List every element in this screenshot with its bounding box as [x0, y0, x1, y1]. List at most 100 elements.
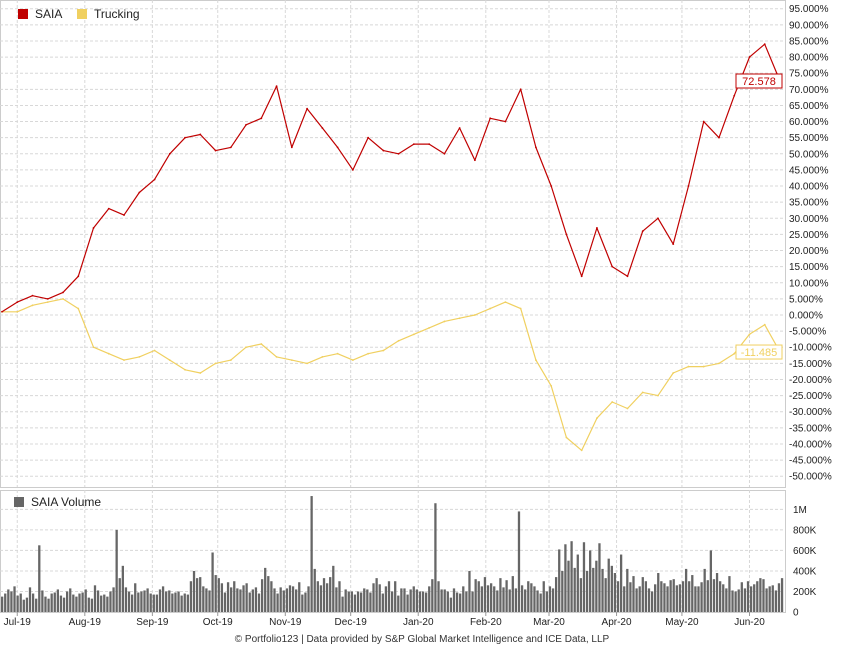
- volume-bar: [688, 581, 691, 612]
- x-axis-ticks: Jul-19 Aug-19 Sep-19 Oct-19 Nov-19 Dec-19 Jan-…: [4, 612, 765, 628]
- volume-bar: [623, 586, 626, 612]
- y-tick-label: 30.000%: [789, 214, 829, 225]
- volume-bar: [780, 578, 784, 612]
- x-tick-label: Feb-20: [470, 617, 502, 628]
- data-point-trucking: [550, 385, 553, 387]
- volume-bar: [106, 596, 109, 612]
- data-point-saia: [351, 169, 354, 171]
- y-tick-label: 15.000%: [789, 262, 829, 273]
- end-value-label-saia: 72.578: [742, 76, 776, 88]
- data-point-saia: [580, 275, 583, 278]
- x-tick-label: Apr-20: [602, 617, 632, 628]
- volume-bar: [505, 580, 508, 612]
- volume-bar: [589, 550, 592, 612]
- volume-bar: [214, 575, 217, 612]
- y-tick-label: -45.000%: [789, 456, 832, 467]
- volume-bar: [325, 583, 329, 612]
- volume-y-tick-label: 800K: [793, 525, 817, 536]
- data-point-trucking: [565, 436, 568, 439]
- data-point-trucking: [46, 301, 49, 304]
- volume-bar: [551, 588, 555, 612]
- data-point-trucking: [306, 362, 308, 365]
- volume-bar: [152, 594, 155, 612]
- volume-bar: [619, 554, 623, 612]
- volume-bar: [171, 593, 174, 612]
- data-point-trucking: [596, 417, 598, 420]
- volume-bar: [616, 581, 620, 612]
- volume-bar: [332, 565, 335, 612]
- data-point-saia: [306, 107, 308, 110]
- volume-bar: [390, 591, 394, 612]
- volume-bar: [137, 592, 140, 612]
- volume-bar: [195, 578, 199, 612]
- data-point-saia: [458, 127, 461, 129]
- y-tick-label: 55.000%: [789, 133, 829, 144]
- volume-bar: [288, 585, 292, 612]
- volume-bar: [310, 496, 313, 612]
- volume-bar: [7, 589, 10, 612]
- volume-bar: [304, 592, 307, 612]
- volume-bar: [545, 591, 548, 612]
- volume-bar: [762, 579, 765, 612]
- x-tick-label: Nov-19: [269, 617, 302, 628]
- data-point-trucking: [474, 314, 476, 316]
- footer-attribution: © Portfolio123 | Data provided by S&P Gl…: [235, 634, 610, 645]
- volume-bar: [700, 582, 703, 612]
- data-point-saia: [77, 275, 80, 278]
- volume-bar: [56, 589, 59, 612]
- volume-bar: [477, 581, 480, 612]
- data-point-saia: [382, 149, 385, 152]
- volume-y-tick-label: 0: [793, 608, 799, 619]
- volume-bar: [412, 586, 415, 612]
- volume-bar: [613, 573, 617, 612]
- volume-bar: [254, 587, 258, 612]
- volume-bar: [251, 589, 254, 612]
- volume-bar: [446, 591, 449, 612]
- y-tick-label: 70.000%: [789, 85, 829, 96]
- volume-bar: [635, 588, 638, 612]
- volume-bar: [431, 579, 434, 612]
- data-point-saia: [153, 178, 156, 181]
- volume-bar: [158, 589, 162, 612]
- y-tick-label: 95.000%: [789, 4, 829, 15]
- volume-y-tick-label: 400K: [793, 566, 817, 577]
- volume-panel: 1M 800K 600K 400K 200K 0 SAIA Volume: [0, 490, 817, 619]
- volume-bar: [31, 593, 35, 612]
- data-point-saia: [1, 310, 3, 313]
- volume-bar: [155, 594, 159, 612]
- y-tick-label: -30.000%: [789, 407, 832, 418]
- data-point-saia: [275, 85, 278, 87]
- volume-bar: [205, 588, 208, 612]
- volume-bar: [366, 589, 369, 612]
- volume-bar: [192, 570, 196, 612]
- volume-bar: [771, 585, 774, 612]
- volume-bar: [69, 588, 72, 612]
- data-point-trucking: [321, 356, 324, 358]
- data-point-saia: [199, 133, 202, 136]
- volume-bar: [87, 597, 90, 612]
- volume-bar: [660, 581, 663, 612]
- volume-bar: [245, 583, 248, 612]
- volume-bar: [100, 595, 103, 612]
- data-point-saia: [321, 127, 324, 129]
- volume-bar: [715, 573, 719, 612]
- data-point-saia: [687, 185, 690, 187]
- data-point-saia: [596, 227, 598, 229]
- y-tick-label: -25.000%: [789, 391, 832, 402]
- data-point-saia: [641, 230, 644, 233]
- volume-bar: [564, 544, 567, 612]
- volume-bar: [434, 503, 437, 612]
- volume-bar: [223, 592, 227, 612]
- volume-bar: [641, 577, 644, 612]
- volume-bar: [257, 593, 261, 612]
- data-point-trucking: [229, 359, 232, 362]
- y-tick-label: 5.000%: [789, 294, 823, 305]
- volume-bar: [514, 588, 518, 612]
- data-point-trucking: [382, 349, 385, 352]
- volume-bar: [165, 591, 168, 612]
- data-point-saia: [397, 152, 400, 155]
- y-tick-label: 35.000%: [789, 198, 829, 209]
- y-tick-label: -35.000%: [789, 423, 832, 434]
- volume-bar: [121, 565, 124, 612]
- volume-bar: [743, 588, 747, 612]
